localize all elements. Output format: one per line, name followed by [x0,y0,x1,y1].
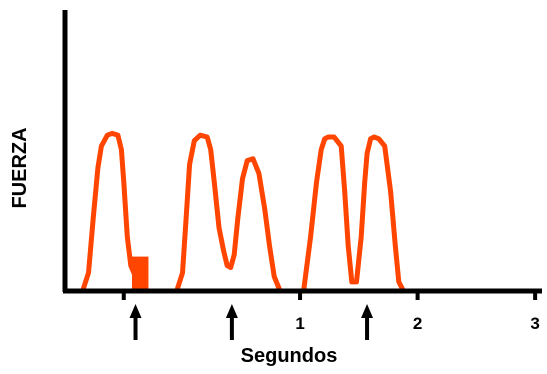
x-tick-label: 1 [295,314,304,333]
arrow-head [129,304,142,318]
arrows [129,304,374,340]
x-tick-label: 3 [530,314,539,333]
x-tick-label: 2 [413,314,422,333]
series-line [80,130,413,294]
arrow-head [361,304,374,318]
x-axis-label: Segundos [241,345,338,367]
arrow-head [225,304,238,318]
marker-rect [131,256,149,291]
arrow-icon [129,304,142,340]
y-axis-label: FUERZA [9,127,31,208]
arrow-icon [361,304,374,340]
arrow-icon [225,304,238,340]
x-ticks: 1 2 3 [121,291,540,333]
data-marks [80,130,413,294]
